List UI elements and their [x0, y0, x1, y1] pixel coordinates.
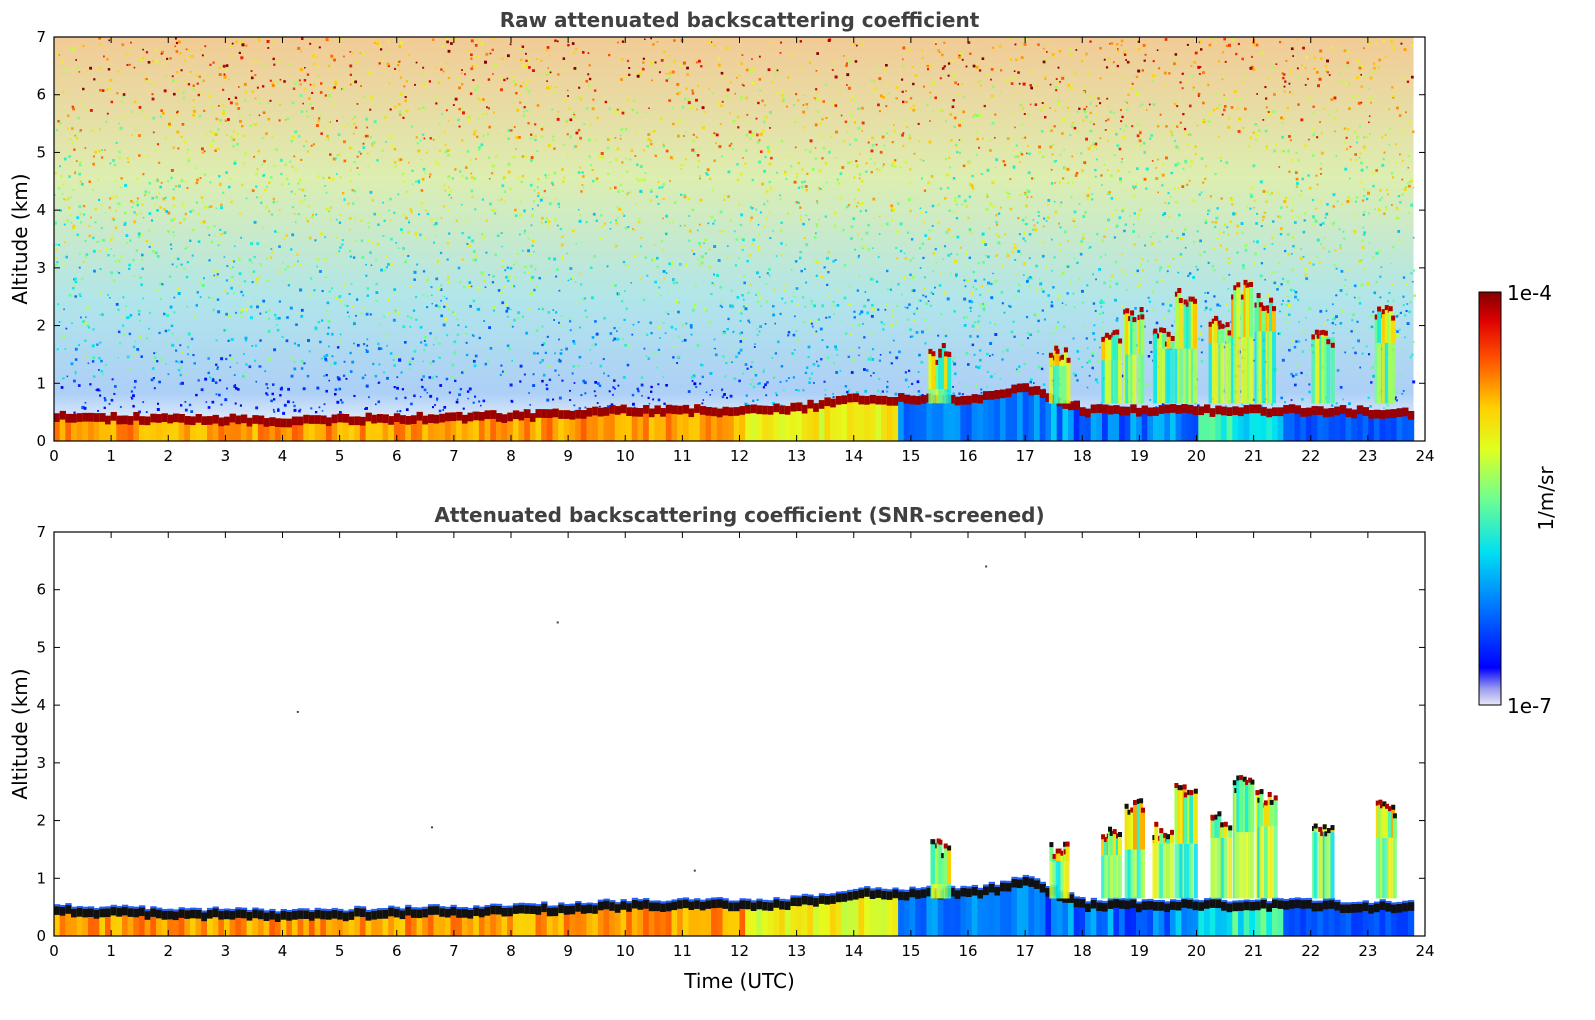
x-tick-label: 19 — [1130, 447, 1149, 465]
x-tick-label: 2 — [163, 942, 173, 960]
y-tick-label: 1 — [36, 869, 46, 887]
colorbar-unit-label: 1/m/sr — [1534, 466, 1558, 531]
raw-panel-title: Raw attenuated backscattering coefficien… — [500, 8, 980, 32]
x-tick-label: 12 — [730, 447, 749, 465]
x-tick-label: 14 — [844, 447, 863, 465]
x-tick-label: 0 — [49, 447, 59, 465]
x-tick-label: 14 — [844, 942, 863, 960]
colorbar-min-label: 1e-7 — [1507, 694, 1552, 718]
y-tick-label: 2 — [36, 317, 46, 335]
x-tick-label: 15 — [901, 447, 920, 465]
screened-y-axis-label: Altitude (km) — [8, 668, 32, 799]
y-tick-label: 5 — [36, 143, 46, 161]
y-tick-label: 4 — [36, 201, 46, 219]
x-tick-label: 7 — [449, 447, 459, 465]
x-tick-label: 16 — [958, 447, 977, 465]
screened-y-axis: 0 1 2 3 4 5 6 7 — [36, 523, 1425, 945]
x-tick-label: 18 — [1073, 447, 1092, 465]
y-tick-label: 0 — [36, 927, 46, 945]
y-tick-label: 7 — [36, 28, 46, 46]
x-tick-label: 21 — [1244, 942, 1263, 960]
x-tick-label: 3 — [221, 942, 231, 960]
x-axis-label: Time (UTC) — [683, 969, 795, 993]
x-tick-label: 22 — [1301, 942, 1320, 960]
x-tick-label: 9 — [563, 447, 573, 465]
y-tick-label: 0 — [36, 432, 46, 450]
x-tick-label: 11 — [673, 447, 692, 465]
raw-y-axis-label: Altitude (km) — [8, 173, 32, 304]
x-tick-label: 17 — [1016, 942, 1035, 960]
x-tick-label: 8 — [506, 942, 516, 960]
y-tick-label: 3 — [36, 754, 46, 772]
screened-panel-title: Attenuated backscattering coefficient (S… — [434, 503, 1044, 527]
x-tick-label: 16 — [958, 942, 977, 960]
screened-heatmap — [54, 565, 1415, 936]
cloud-layer — [928, 279, 1396, 404]
colorbar-gradient — [1478, 291, 1502, 706]
x-tick-label: 11 — [673, 942, 692, 960]
x-tick-label: 19 — [1130, 942, 1149, 960]
x-tick-label: 7 — [449, 942, 459, 960]
x-tick-label: 13 — [787, 447, 806, 465]
x-tick-label: 12 — [730, 942, 749, 960]
x-tick-label: 10 — [616, 447, 635, 465]
raw-y-axis: 0 1 2 3 4 5 6 7 — [36, 28, 1425, 450]
x-tick-label: 6 — [392, 447, 402, 465]
x-tick-label: 15 — [901, 942, 920, 960]
x-tick-label: 23 — [1358, 942, 1377, 960]
x-tick-label: 9 — [563, 942, 573, 960]
x-tick-label: 23 — [1358, 447, 1377, 465]
x-tick-label: 1 — [106, 447, 116, 465]
surface-signal — [54, 874, 1415, 936]
x-tick-label: 21 — [1244, 447, 1263, 465]
x-tick-label: 4 — [278, 942, 288, 960]
cloud-layer — [930, 775, 1397, 899]
raw-backscatter-panel: Raw attenuated backscattering coefficien… — [8, 8, 1435, 465]
y-tick-label: 4 — [36, 696, 46, 714]
screened-x-axis: 0 1 2 3 4 5 6 7 8 9 10 11 12 13 14 15 16 17 18 19 20 21 22 23 24 — [49, 532, 1435, 960]
x-tick-label: 22 — [1301, 447, 1320, 465]
x-tick-label: 24 — [1415, 942, 1434, 960]
y-tick-label: 6 — [36, 581, 46, 599]
x-tick-label: 0 — [49, 942, 59, 960]
x-tick-label: 10 — [616, 942, 635, 960]
x-tick-label: 17 — [1016, 447, 1035, 465]
x-tick-label: 5 — [335, 447, 345, 465]
x-tick-label: 18 — [1073, 942, 1092, 960]
x-tick-label: 2 — [163, 447, 173, 465]
x-tick-label: 13 — [787, 942, 806, 960]
raw-heatmap — [54, 37, 1416, 441]
y-tick-label: 2 — [36, 812, 46, 830]
y-tick-label: 7 — [36, 523, 46, 541]
x-tick-label: 5 — [335, 942, 345, 960]
x-tick-label: 4 — [278, 447, 288, 465]
colorbar: 1e-4 1e-7 1/m/sr — [1478, 281, 1558, 718]
colorbar-max-label: 1e-4 — [1507, 281, 1552, 305]
surface-signal — [54, 383, 1415, 441]
y-tick-label: 3 — [36, 259, 46, 277]
y-tick-label: 6 — [36, 86, 46, 104]
x-tick-label: 20 — [1187, 447, 1206, 465]
x-tick-label: 6 — [392, 942, 402, 960]
isolated-points — [296, 565, 988, 872]
screened-backscatter-panel: Attenuated backscattering coefficient (S… — [8, 503, 1435, 993]
x-tick-label: 24 — [1415, 447, 1434, 465]
y-tick-label: 5 — [36, 638, 46, 656]
x-tick-label: 20 — [1187, 942, 1206, 960]
y-tick-label: 1 — [36, 374, 46, 392]
noise-speckle — [54, 37, 1416, 415]
x-tick-label: 8 — [506, 447, 516, 465]
x-tick-label: 3 — [221, 447, 231, 465]
x-tick-label: 1 — [106, 942, 116, 960]
raw-x-axis: 0 1 2 3 4 5 6 7 8 9 10 11 12 13 14 15 16 17 18 19 20 21 22 23 24 — [49, 37, 1435, 465]
